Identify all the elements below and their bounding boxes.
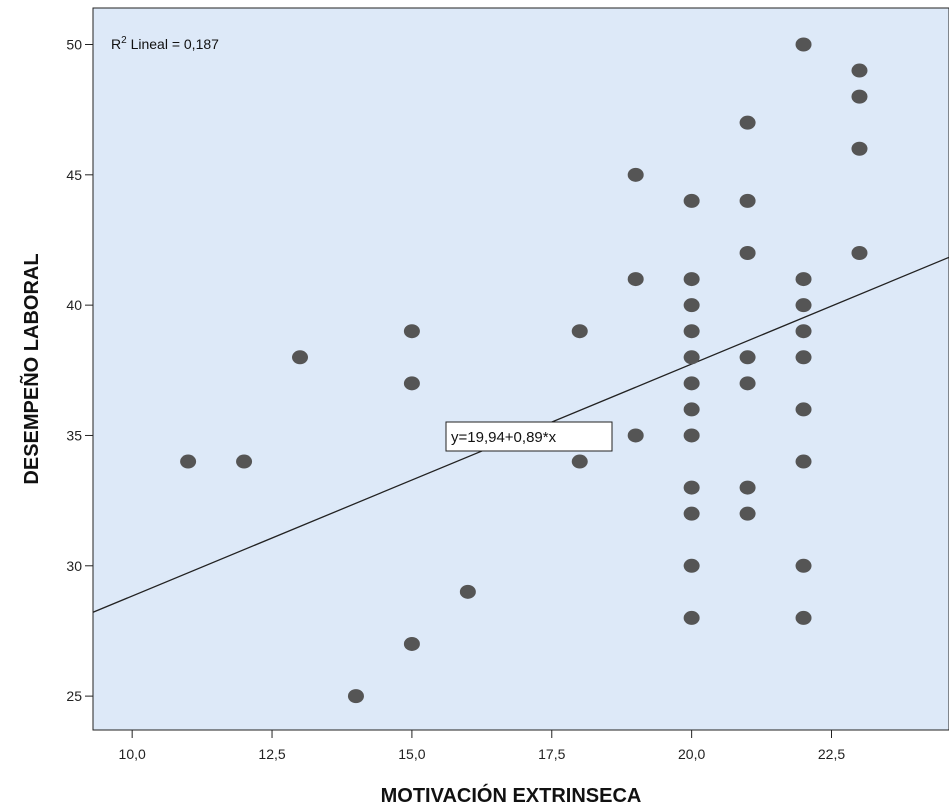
data-point [683,402,700,417]
y-tick-label: 45 [66,167,82,183]
data-point [851,89,868,104]
data-point [403,376,420,391]
data-point [347,689,364,704]
data-point [795,298,812,313]
x-tick-label: 17,5 [538,746,565,762]
data-point [683,428,700,443]
data-point [795,610,812,625]
data-point [571,454,588,469]
data-point [683,610,700,625]
x-axis: 10,0 12,5 15,0 17,5 20,0 22,5 [119,730,845,762]
data-point [627,167,644,182]
data-point [739,246,756,261]
data-point [403,324,420,339]
data-point [571,324,588,339]
data-point [795,454,812,469]
data-point [795,350,812,365]
data-point [739,506,756,521]
data-point [795,37,812,52]
equation-box-border [445,421,613,452]
plot-area [92,7,949,731]
data-point [683,506,700,521]
data-point [795,272,812,287]
x-tick-label: 22,5 [818,746,845,762]
data-point [795,402,812,417]
x-axis-title: MOTIVACIÓN EXTRINSECA [381,783,642,807]
x-tick-label: 10,0 [119,746,146,762]
data-point [851,246,868,261]
y-tick-label: 30 [66,558,82,574]
data-point [683,193,700,208]
data-point [683,324,700,339]
y-tick-label: 50 [66,36,82,52]
data-point [795,558,812,573]
data-point [627,272,644,287]
data-point [292,350,309,365]
r-squared-label: R2 Lineal = 0,187 [111,35,219,52]
data-point [627,428,644,443]
data-points [180,37,868,704]
data-point [683,376,700,391]
data-point [739,376,756,391]
y-tick-label: 35 [66,427,82,443]
x-tick-label: 15,0 [398,746,425,762]
y-tick-label: 25 [66,688,82,704]
y-tick-label: 40 [66,297,82,313]
y-axis-title: DESEMPEÑO LABORAL [20,253,43,484]
regression-equation-box: y=19,94+0,89*x [445,421,613,452]
data-point [683,350,700,365]
x-tick-label: 20,0 [678,746,705,762]
y-axis: 25 30 35 40 45 50 [66,36,93,704]
data-point [851,141,868,156]
data-point [236,454,253,469]
data-point [739,480,756,495]
data-point [683,298,700,313]
data-point [683,272,700,287]
data-point [683,480,700,495]
data-point [739,193,756,208]
data-point [795,324,812,339]
data-point [739,350,756,365]
data-point [180,454,197,469]
data-point [739,115,756,130]
data-point [403,636,420,651]
data-point [851,63,868,78]
x-tick-label: 12,5 [258,746,285,762]
data-point [459,584,476,599]
regression-equation: y=19,94+0,89*x [451,429,557,446]
data-point [683,558,700,573]
